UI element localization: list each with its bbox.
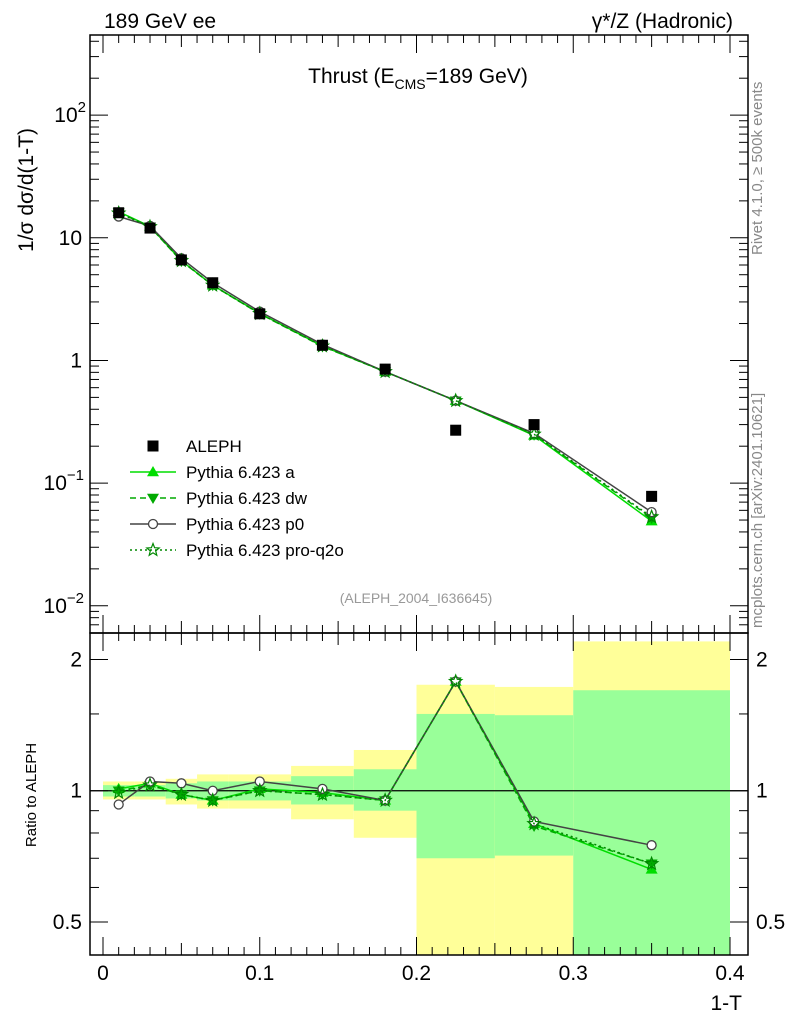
x-tick-label: 0.4 (715, 962, 745, 985)
ratio-y-tick-label: 0.5 (53, 911, 82, 934)
data-point (646, 490, 658, 502)
data-point (528, 419, 540, 431)
legend-label: Pythia 6.423 dw (186, 489, 308, 508)
legend-marker (147, 440, 159, 452)
ratio-plot-frame (89, 632, 749, 956)
main-y-axis-label: 1/σ dσ/d(1-T) (15, 128, 38, 252)
ratio-series-point (110, 784, 127, 800)
x-axis-label: 1-T (711, 992, 743, 1015)
series-line (118, 215, 653, 513)
legend-marker (147, 518, 159, 530)
ratio-series-line (118, 680, 652, 865)
legend-label: Pythia 6.423 pro-q2o (186, 541, 344, 560)
rivet-label: Rivet 4.1.0, ≥ 500k events (749, 82, 766, 255)
ratio-series-point (173, 786, 190, 802)
ratio-series-point (252, 782, 268, 798)
chart-title: Thrust (ECMS=189 GeV) (308, 65, 528, 92)
series-line (118, 212, 653, 518)
y-tick-label: 102 (54, 99, 86, 127)
ratio-series-line (118, 680, 652, 846)
legend-label: ALEPH (186, 437, 242, 456)
ratio-series-point (112, 786, 125, 797)
ratio-series-point (142, 776, 158, 792)
ratio-series-point (646, 840, 657, 851)
legend-label: Pythia 6.423 p0 (186, 515, 304, 534)
x-tick-label: 0.3 (559, 962, 588, 985)
ratio-series-point (526, 815, 542, 831)
y-tick-label: 10−2 (44, 590, 84, 618)
series-point (447, 392, 464, 408)
legend-marker (145, 541, 161, 557)
ratio-series-point (144, 776, 156, 787)
ratio-y-tick-label: 0.5 (756, 911, 785, 934)
ratio-series-point (204, 792, 221, 808)
data-point (144, 222, 156, 234)
y-tick-label: 10 (59, 227, 82, 250)
ratio-y-tick-label: 1 (756, 780, 768, 803)
header-left: 189 GeV ee (104, 10, 216, 33)
data-point (379, 363, 391, 375)
legend-marker (147, 466, 159, 477)
data-point (175, 254, 187, 266)
series-point (526, 426, 542, 441)
series-point (643, 508, 660, 524)
ratio-y-tick-label: 1 (70, 780, 82, 803)
data-point (113, 207, 125, 219)
x-tick-label: 0 (97, 962, 109, 985)
ratio-series-point (643, 855, 660, 871)
data-point (450, 424, 462, 436)
ratio-series-point (377, 792, 393, 808)
stat-uncertainty-band (494, 715, 574, 856)
ratio-series-point (176, 778, 187, 789)
ratio-series-point (113, 799, 124, 810)
ratio-series-point (254, 776, 265, 787)
y-tick-label: 10−1 (44, 467, 84, 495)
ratio-y-tick-label: 2 (70, 648, 82, 671)
ratio-series-point (447, 673, 464, 689)
mcplots-label: mcplots.cern.ch [arXiv:2401.10621] (749, 393, 766, 628)
legend-label: Pythia 6.423 a (186, 463, 295, 482)
y-tick-label: 1 (70, 349, 82, 372)
x-tick-label: 0.2 (402, 962, 431, 985)
legend: ALEPH Pythia 6.423 a Pythia 6.423 dw Pythia… (130, 437, 344, 560)
data-point (316, 339, 328, 351)
data-point (207, 277, 219, 289)
legend-marker (147, 493, 159, 504)
stat-uncertainty-band (573, 690, 730, 955)
ratio-y-tick-label: 2 (756, 648, 768, 671)
data-point (254, 308, 266, 320)
stat-uncertainty-band (416, 713, 495, 859)
x-tick-label: 0.1 (245, 962, 274, 985)
ratio-y-axis-label: Ratio to ALEPH (23, 743, 40, 847)
ratio-series-point (314, 786, 331, 802)
analysis-tag: (ALEPH_2004_I636645) (340, 590, 493, 606)
header-right: γ*/Z (Hadronic) (592, 10, 733, 33)
